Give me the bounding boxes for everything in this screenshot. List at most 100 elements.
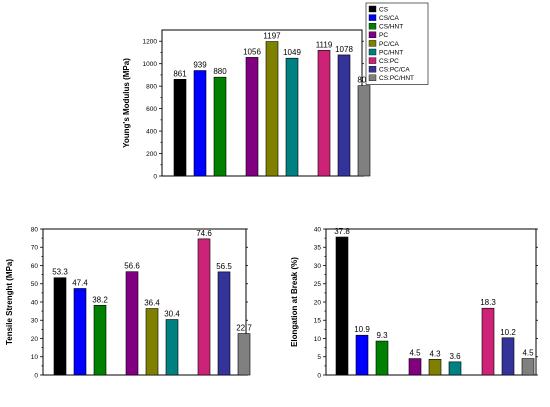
elongation-y-tick-label: 10 bbox=[314, 336, 322, 343]
legend-swatch bbox=[368, 40, 377, 47]
youngs-modulus-bar-cs-pc bbox=[317, 50, 331, 177]
elongation-data-label: 10.9 bbox=[354, 325, 370, 334]
tensile-strength-data-label: 38.2 bbox=[92, 295, 108, 304]
tensile-strength-data-label: 36.4 bbox=[144, 299, 160, 308]
tensile-strength-y-tick-label: 80 bbox=[31, 226, 39, 233]
legend-swatch bbox=[368, 5, 377, 13]
tensile-strength-y-tick-label: 60 bbox=[31, 263, 39, 270]
tensile-strength-y-tick-label: 50 bbox=[31, 281, 39, 288]
legend-entry-label: PC/HNT bbox=[379, 49, 403, 56]
youngs-modulus-data-label: 1197 bbox=[263, 32, 281, 41]
tensile-strength-bar-pc bbox=[125, 271, 139, 376]
tensile-strength-bar-cs-pc-hnt bbox=[237, 333, 251, 376]
legend-entry-label: PC bbox=[379, 32, 388, 39]
legend-entry-label: CS/CA bbox=[379, 15, 400, 22]
legend-swatch bbox=[368, 23, 377, 30]
youngs-modulus-y-axis-title: Young's Modulus (MPa) bbox=[122, 58, 131, 148]
elongation-data-label: 37.8 bbox=[334, 227, 350, 236]
elongation-bar-cs-pc bbox=[481, 307, 495, 376]
elongation-bar-cs-hnt bbox=[375, 340, 389, 376]
legend-entry-label: CS:PC bbox=[379, 58, 399, 65]
legend-entry-label: CS/HNT bbox=[379, 24, 403, 31]
youngs-modulus-bar-pc-ca bbox=[265, 41, 279, 177]
youngs-modulus-data-label: 880 bbox=[213, 67, 227, 76]
youngs-modulus-y-tick-label: 1000 bbox=[143, 61, 158, 68]
legend-swatch bbox=[368, 31, 377, 38]
tensile-strength-y-tick-label: 10 bbox=[31, 354, 39, 361]
elongation-data-label: 4.3 bbox=[429, 349, 441, 358]
elongation-y-tick-label: 15 bbox=[314, 318, 322, 325]
elongation-data-label: 10.2 bbox=[500, 328, 516, 337]
elongation-data-label: 4.5 bbox=[522, 349, 534, 358]
youngs-modulus-data-label: 1056 bbox=[243, 47, 261, 56]
elongation-data-label: 4.5 bbox=[409, 349, 421, 358]
legend-swatch bbox=[368, 74, 377, 82]
legend-entry-label: PC/CA bbox=[379, 41, 400, 48]
legend-swatch bbox=[368, 57, 377, 64]
tensile-strength-bar-cs-pc-ca bbox=[217, 271, 231, 376]
tensile-strength-data-label: 53.3 bbox=[52, 268, 68, 277]
youngs-modulus-bar-cs bbox=[173, 79, 187, 177]
legend-entry-label: CS:PC/CA bbox=[379, 67, 410, 74]
tensile-strength-bar-cs-pc bbox=[197, 238, 211, 376]
tensile-strength-y-tick-label: 40 bbox=[31, 299, 39, 306]
youngs-modulus-data-label: 804 bbox=[357, 76, 371, 85]
elongation-at-break-chart: 0 5 10 15 20 25 30 35 40 Elongation at Break (%) 3… bbox=[290, 226, 538, 379]
legend-box bbox=[365, 2, 429, 85]
elongation-bar-cs-pc-ca bbox=[501, 337, 515, 376]
legend-swatch bbox=[368, 48, 377, 56]
elongation-bar-cs-ca bbox=[355, 334, 369, 376]
elongation-y-tick-label: 20 bbox=[314, 299, 322, 306]
youngs-modulus-bar-cs-hnt bbox=[213, 76, 227, 177]
legend-swatch bbox=[368, 14, 377, 21]
elongation-bar-cs-pc-hnt bbox=[521, 358, 535, 376]
tensile-strength-y-tick-label: 30 bbox=[31, 318, 39, 325]
elongation-y-tick-label: 40 bbox=[314, 226, 322, 233]
tensile-strength-bar-pc-ca bbox=[145, 308, 159, 376]
elongation-bar-pc bbox=[408, 358, 422, 376]
youngs-modulus-bar-cs-ca bbox=[193, 70, 207, 177]
elongation-y-tick-label: 25 bbox=[314, 281, 322, 288]
tensile-strength-y-axis-title: Tensile Strenght (MPa) bbox=[5, 259, 14, 345]
elongation-bar-cs bbox=[335, 236, 349, 376]
elongation-bar-pc-hnt bbox=[448, 361, 462, 376]
tensile-strength-bar-cs bbox=[53, 277, 67, 376]
youngs-modulus-bar-pc-hnt bbox=[285, 57, 299, 177]
youngs-modulus-bar-cs-pc-ca bbox=[337, 54, 351, 177]
tensile-strength-bar-cs-ca bbox=[73, 288, 87, 376]
tensile-strength-y-tick-label: 0 bbox=[34, 372, 38, 379]
tensile-strength-data-label: 56.5 bbox=[216, 262, 232, 271]
youngs-modulus-y-tick-label: 200 bbox=[146, 151, 157, 158]
youngs-modulus-data-label: 1119 bbox=[316, 40, 333, 49]
youngs-modulus-y-tick-label: 1200 bbox=[143, 39, 158, 46]
youngs-modulus-y-tick-label: 800 bbox=[146, 83, 157, 90]
elongation-y-tick-label: 0 bbox=[317, 372, 321, 379]
tensile-strength-y-tick-label: 20 bbox=[31, 336, 39, 343]
legend-entry-label: CS bbox=[379, 6, 389, 13]
tensile-strength-data-label: 56.6 bbox=[124, 262, 140, 271]
elongation-y-tick-label: 30 bbox=[314, 263, 322, 270]
youngs-modulus-bar-pc bbox=[245, 57, 259, 177]
youngs-modulus-y-tick-label: 400 bbox=[146, 128, 157, 135]
tensile-strength-chart: 0 10 20 30 40 50 60 70 80 Tensile Strenght (MPa) 5… bbox=[5, 226, 252, 379]
tensile-strength-data-label: 30.4 bbox=[164, 310, 180, 319]
elongation-data-label: 18.3 bbox=[480, 298, 496, 307]
elongation-data-label: 9.3 bbox=[376, 331, 388, 340]
youngs-modulus-chart: 0 200 400 600 800 1000 1200 Young's Modulus (MP… bbox=[122, 29, 371, 180]
elongation-y-tick-label: 5 bbox=[317, 354, 321, 361]
youngs-modulus-data-label: 1049 bbox=[283, 48, 301, 57]
youngs-modulus-plot-frame bbox=[161, 29, 363, 177]
tensile-strength-bar-cs-hnt bbox=[93, 304, 107, 376]
elongation-data-label: 3.6 bbox=[449, 352, 461, 361]
elongation-y-tick-label: 35 bbox=[314, 245, 322, 252]
legend-swatch bbox=[368, 65, 377, 73]
youngs-modulus-data-label: 1078 bbox=[335, 45, 353, 54]
elongation-y-axis-title: Elongation at Break (%) bbox=[290, 257, 299, 347]
youngs-modulus-y-tick-label: 0 bbox=[153, 173, 157, 180]
youngs-modulus-bar-cs-pc-hnt bbox=[357, 85, 371, 177]
tensile-strength-data-label: 74.6 bbox=[196, 229, 212, 238]
youngs-modulus-data-label: 939 bbox=[193, 61, 207, 70]
tensile-strength-bar-pc-hnt bbox=[165, 319, 179, 376]
youngs-modulus-y-tick-label: 600 bbox=[146, 106, 157, 113]
